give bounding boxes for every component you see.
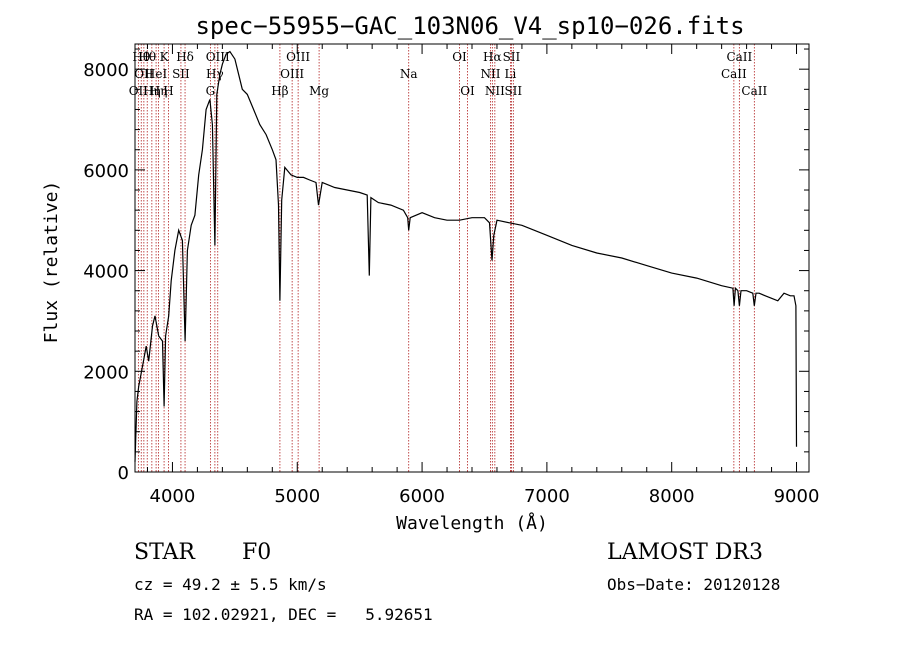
line-marker-label: NII <box>480 67 500 81</box>
y-tick-label: 2000 <box>83 362 129 383</box>
line-marker-label: Hδ <box>176 50 194 64</box>
y-tick-label: 0 <box>118 463 129 484</box>
object-type: STAR <box>134 540 195 565</box>
x-tick-label: 6000 <box>399 486 445 507</box>
survey-name: LAMOST DR3 <box>607 540 763 565</box>
line-marker-label: Hθ <box>138 50 156 64</box>
line-marker-label: K <box>160 50 170 64</box>
line-marker-label: SII <box>503 50 521 64</box>
line-marker-label: G <box>206 84 216 98</box>
line-marker-label: HeI <box>145 67 168 81</box>
line-marker-label: Hβ <box>271 84 288 98</box>
x-axis-ticks: 4000 5000 6000 7000 8000 9000 <box>146 44 820 507</box>
x-tick-label: 5000 <box>274 486 320 507</box>
y-tick-label: 4000 <box>83 262 129 283</box>
line-marker-label: OI <box>460 84 475 98</box>
line-marker-label: Li <box>505 67 517 81</box>
line-marker-label: OII <box>129 84 149 98</box>
y-tick-label: 6000 <box>83 161 129 182</box>
x-tick-label: 8000 <box>649 486 695 507</box>
plot-frame <box>134 43 810 473</box>
redshift-value: cz = 49.2 ± 5.5 km/s <box>134 575 327 594</box>
spectrum-line <box>134 50 798 462</box>
line-marker-label: Na <box>400 67 418 81</box>
line-marker-label: CaII <box>721 67 747 81</box>
line-marker-label: OII <box>134 67 154 81</box>
line-marker-label: Hη <box>150 84 168 98</box>
y-tick-label: 8000 <box>83 60 129 81</box>
line-marker-label: CaII <box>741 84 767 98</box>
line-marker-label: SII <box>172 67 190 81</box>
line-marker-label: Mg <box>309 84 329 98</box>
line-marker-labels: OIIHθOIIHθHηHeIHηKHSIIHδGHγOIIIHβOIIIOII… <box>129 50 768 98</box>
line-marker-label: CaII <box>726 50 752 64</box>
x-tick-label: 4000 <box>150 486 196 507</box>
line-marker-label: SII <box>504 84 522 98</box>
line-marker-label: OI <box>452 50 467 64</box>
spectral-subclass: F0 <box>242 540 272 565</box>
line-marker-label: OIII <box>280 67 304 81</box>
line-marker-label: Hα <box>483 50 502 64</box>
observation-date: Obs−Date: 20120128 <box>607 575 781 594</box>
line-marker-label: Hη <box>143 84 161 98</box>
line-marker-label: Hθ <box>132 50 150 64</box>
chart-title: spec−55955−GAC_103N06_V4_sp10−026.fits <box>195 12 744 40</box>
line-marker-label: H <box>163 84 173 98</box>
x-tick-label: 7000 <box>524 486 570 507</box>
x-tick-label: 9000 <box>774 486 820 507</box>
coordinates: RA = 102.02921, DEC = 5.92651 <box>134 605 433 624</box>
line-markers <box>137 44 755 472</box>
y-axis-ticks: 0 2000 4000 6000 8000 <box>83 48 809 484</box>
line-marker-label: NII <box>485 84 505 98</box>
x-axis-label: Wavelength (Å) <box>396 512 548 534</box>
line-marker-label: OIII <box>286 50 310 64</box>
y-axis-label: Flux (relative) <box>41 181 62 344</box>
line-marker-label: OIII <box>206 50 230 64</box>
